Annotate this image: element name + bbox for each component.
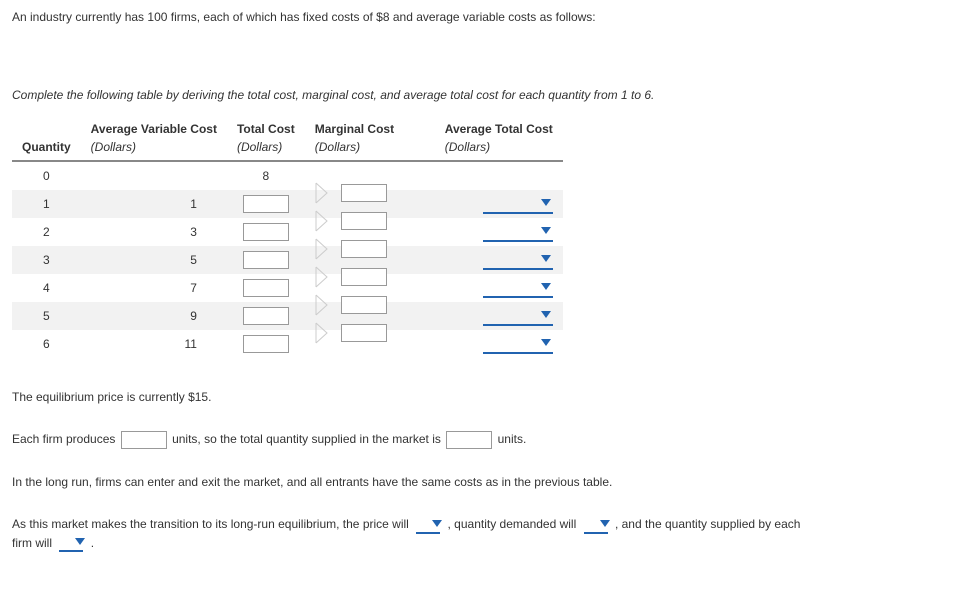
col-header-quantity: Quantity	[12, 116, 81, 161]
total-cost-cell	[227, 330, 305, 358]
table-row: 11	[12, 190, 563, 218]
table-row: 611	[12, 330, 563, 358]
atc-cell	[435, 246, 563, 274]
atc-select[interactable]	[483, 278, 553, 298]
equilibrium-text: The equilibrium price is currently $15.	[12, 388, 954, 406]
col-header-tc: Total Cost(Dollars)	[227, 116, 305, 161]
total-cost-input[interactable]	[243, 307, 289, 325]
avc-cell: 7	[81, 274, 227, 302]
avc-cell: 5	[81, 246, 227, 274]
marginal-cost-input[interactable]	[341, 296, 387, 314]
cost-table: Quantity Average Variable Cost(Dollars) …	[12, 116, 563, 358]
atc-cell	[435, 302, 563, 330]
total-cost-input[interactable]	[243, 195, 289, 213]
total-cost-input[interactable]	[243, 223, 289, 241]
market-quantity-input[interactable]	[446, 431, 492, 449]
firm-supply-direction-select[interactable]	[59, 534, 83, 552]
avc-cell: 1	[81, 190, 227, 218]
quantity-cell: 5	[12, 302, 81, 330]
avc-cell: 3	[81, 218, 227, 246]
quantity-cell: 1	[12, 190, 81, 218]
transition-line: As this market makes the transition to i…	[12, 515, 954, 553]
atc-cell	[435, 274, 563, 302]
total-cost-input[interactable]	[243, 279, 289, 297]
atc-select[interactable]	[483, 194, 553, 214]
marginal-cost-input[interactable]	[341, 240, 387, 258]
instruction-text: Complete the following table by deriving…	[12, 86, 954, 104]
intro-text: An industry currently has 100 firms, eac…	[12, 8, 954, 26]
total-cost-cell	[227, 274, 305, 302]
col-header-mc: Marginal Cost(Dollars)	[305, 116, 435, 161]
total-cost-input[interactable]	[243, 251, 289, 269]
col-header-avc: Average Variable Cost(Dollars)	[81, 116, 227, 161]
table-row: 23	[12, 218, 563, 246]
table-row: 08	[12, 161, 563, 190]
atc-cell	[435, 190, 563, 218]
total-cost-cell	[227, 218, 305, 246]
demand-direction-select[interactable]	[584, 516, 608, 534]
avc-cell	[81, 161, 227, 190]
atc-select[interactable]	[483, 250, 553, 270]
marginal-cost-cell	[305, 330, 435, 358]
total-cost-cell: 8	[227, 161, 305, 190]
atc-select[interactable]	[483, 222, 553, 242]
total-cost-cell	[227, 190, 305, 218]
quantity-cell: 4	[12, 274, 81, 302]
total-cost-input[interactable]	[243, 335, 289, 353]
table-row: 59	[12, 302, 563, 330]
marginal-cost-input[interactable]	[341, 212, 387, 230]
atc-select[interactable]	[483, 306, 553, 326]
total-cost-cell	[227, 302, 305, 330]
quantity-cell: 6	[12, 330, 81, 358]
marginal-cost-input[interactable]	[341, 268, 387, 286]
atc-select[interactable]	[483, 334, 553, 354]
longrun-text: In the long run, firms can enter and exi…	[12, 473, 954, 491]
firm-produces-line: Each firm produces units, so the total q…	[12, 430, 954, 449]
atc-cell	[435, 161, 563, 190]
marginal-cost-input[interactable]	[341, 184, 387, 202]
avc-cell: 9	[81, 302, 227, 330]
quantity-cell: 2	[12, 218, 81, 246]
atc-cell	[435, 218, 563, 246]
firm-output-input[interactable]	[121, 431, 167, 449]
table-row: 47	[12, 274, 563, 302]
quantity-cell: 0	[12, 161, 81, 190]
atc-cell	[435, 330, 563, 358]
quantity-cell: 3	[12, 246, 81, 274]
price-direction-select[interactable]	[416, 516, 440, 534]
total-cost-cell	[227, 246, 305, 274]
table-row: 35	[12, 246, 563, 274]
col-header-atc: Average Total Cost(Dollars)	[435, 116, 563, 161]
marginal-cost-input[interactable]	[341, 324, 387, 342]
avc-cell: 11	[81, 330, 227, 358]
